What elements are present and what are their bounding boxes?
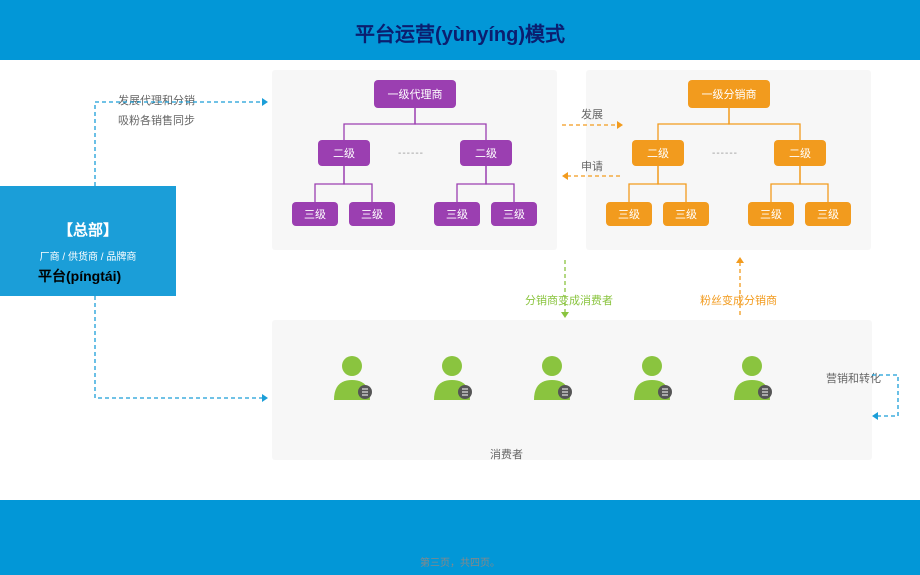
node-right-l2a: 二级 [632, 140, 684, 166]
label-dev-agency: 发展代理和分销 [118, 92, 195, 108]
node-left-l3a: 三级 [292, 202, 338, 226]
footer-text: 第三页，共四页。 [0, 554, 920, 569]
node-right-l3a: 三级 [606, 202, 652, 226]
label-marketing: 营销和转化 [826, 370, 881, 386]
consumer-icon [530, 352, 574, 400]
label-develop: 发展 [567, 106, 617, 122]
dots-left-mid: ------ [398, 148, 424, 159]
label-apply: 申请 [567, 158, 617, 174]
consumer-icon [630, 352, 674, 400]
node-right-l2b: 二级 [774, 140, 826, 166]
dots-right-mid: ------ [712, 148, 738, 159]
node-right-l3b: 三级 [663, 202, 709, 226]
label-consumers: 消费者 [490, 446, 523, 462]
node-left-l3d: 三级 [491, 202, 537, 226]
platform-label: 平台(píngtái) [38, 266, 121, 286]
label-fans-sales: 吸粉各销售同步 [118, 112, 195, 128]
consumer-icon [330, 352, 374, 400]
node-right-l3d: 三级 [805, 202, 851, 226]
page-title: 平台运营(yùnyíng)模式 [0, 18, 920, 47]
consumer-icon [730, 352, 774, 400]
label-fan-to-dist: 粉丝变成分销商 [700, 292, 777, 308]
node-left-l3b: 三级 [349, 202, 395, 226]
node-left-l3c: 三级 [434, 202, 480, 226]
label-dist-to-consumer: 分销商变成消费者 [525, 292, 613, 308]
hq-subtitle: 厂商 / 供货商 / 品牌商 [0, 248, 176, 263]
node-right-l3c: 三级 [748, 202, 794, 226]
node-right-l1: 一级分销商 [688, 80, 770, 108]
consumer-icon [430, 352, 474, 400]
node-left-l2a: 二级 [318, 140, 370, 166]
node-left-l2b: 二级 [460, 140, 512, 166]
node-left-l1: 一级代理商 [374, 80, 456, 108]
hq-title: 【总部】 [0, 219, 176, 240]
